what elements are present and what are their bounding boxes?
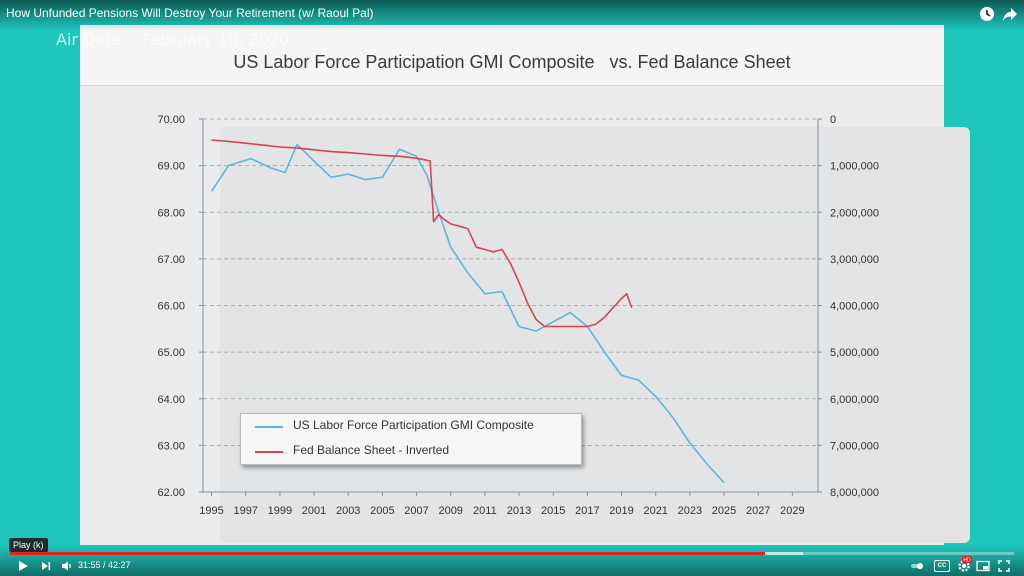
y-left-tick-label: 70.00 <box>157 114 185 126</box>
x-tick-label: 2027 <box>746 505 770 517</box>
time-display: 31:55 / 42:27 <box>78 560 131 570</box>
chart-legend: US Labor Force Participation GMI Composi… <box>240 413 582 465</box>
legend-entry-fed: Fed Balance Sheet - Inverted <box>241 441 581 461</box>
y-left-tick-label: 65.00 <box>157 347 185 359</box>
video-title[interactable]: How Unfunded Pensions Will Destroy Your … <box>6 6 374 20</box>
gear-icon[interactable] <box>957 559 971 573</box>
y-right-tick-label: 6,000,000 <box>830 394 879 406</box>
x-tick-label: 2009 <box>438 505 462 517</box>
progress-bar[interactable] <box>10 552 1014 555</box>
chart-title: US Labor Force Participation GMI Composi… <box>233 52 791 72</box>
volume-icon[interactable] <box>60 559 74 573</box>
subtitles-button[interactable]: CC <box>934 560 950 572</box>
x-tick-label: 2005 <box>370 505 394 517</box>
x-tick-label: 2021 <box>643 505 667 517</box>
y-left-tick-label: 69.00 <box>157 161 185 173</box>
next-icon[interactable] <box>39 559 53 573</box>
legend-entry-labor: US Labor Force Participation GMI Composi… <box>241 416 581 436</box>
x-tick-label: 2019 <box>609 505 633 517</box>
x-tick-label: 2023 <box>678 505 702 517</box>
y-right-tick-label: 1,000,000 <box>830 161 879 173</box>
plot-area <box>220 127 970 543</box>
x-tick-label: 2025 <box>712 505 736 517</box>
fullscreen-icon[interactable] <box>997 559 1011 573</box>
play-icon[interactable] <box>16 559 30 573</box>
x-tick-label: 2013 <box>507 505 531 517</box>
series-line-labor-force <box>210 143 725 484</box>
legend-swatch-fed <box>255 451 283 453</box>
controls-bar <box>0 545 1024 576</box>
clock-icon[interactable] <box>979 6 995 22</box>
hd-badge: HD <box>962 556 972 563</box>
x-tick-label: 2003 <box>336 505 360 517</box>
series-line-fed-balance <box>211 139 633 328</box>
miniplayer-icon[interactable] <box>976 559 990 573</box>
y-right-tick-label: 4,000,000 <box>830 301 879 313</box>
legend-label-fed: Fed Balance Sheet - Inverted <box>293 443 450 457</box>
y-left-tick-label: 68.00 <box>157 207 185 219</box>
y-right-tick-label: 7,000,000 <box>830 440 879 452</box>
x-tick-label: 1999 <box>268 505 292 517</box>
x-tick-label: 2001 <box>302 505 326 517</box>
y-right-tick-label: 5,000,000 <box>830 347 879 359</box>
share-icon[interactable] <box>1002 6 1018 22</box>
x-tick-label: 2029 <box>780 505 804 517</box>
x-tick-label: 1995 <box>199 505 223 517</box>
y-left-tick-label: 67.00 <box>157 254 185 266</box>
y-left-tick-label: 63.00 <box>157 440 185 452</box>
autoplay-toggle-icon[interactable] <box>910 559 924 573</box>
y-right-tick-label: 8,000,000 <box>830 487 879 499</box>
x-tick-label: 2011 <box>473 505 497 517</box>
y-right-tick-label: 2,000,000 <box>830 207 879 219</box>
x-tick-label: 1997 <box>233 505 257 517</box>
hd-badge-label: HD <box>963 558 971 564</box>
air-date-watermark: Air Date: February 10, 2020 <box>56 30 290 49</box>
y-left-tick-label: 64.00 <box>157 394 185 406</box>
slide-header: US Labor Force Participation GMI Composi… <box>80 25 944 86</box>
play-tooltip: Play (k) <box>9 538 48 552</box>
x-tick-label: 2007 <box>404 505 428 517</box>
y-left-tick-label: 66.00 <box>157 301 185 313</box>
y-right-tick-label: 0 <box>830 114 836 126</box>
x-tick-label: 2015 <box>541 505 565 517</box>
y-right-tick-label: 3,000,000 <box>830 254 879 266</box>
legend-label-labor: US Labor Force Participation GMI Composi… <box>293 418 534 432</box>
top-bar: How Unfunded Pensions Will Destroy Your … <box>0 0 1024 30</box>
video-frame: US Labor Force Participation GMI Composi… <box>80 25 970 545</box>
progress-played <box>10 552 765 555</box>
x-tick-label: 2017 <box>575 505 599 517</box>
y-left-tick-label: 62.00 <box>157 487 185 499</box>
legend-swatch-labor <box>255 426 283 428</box>
